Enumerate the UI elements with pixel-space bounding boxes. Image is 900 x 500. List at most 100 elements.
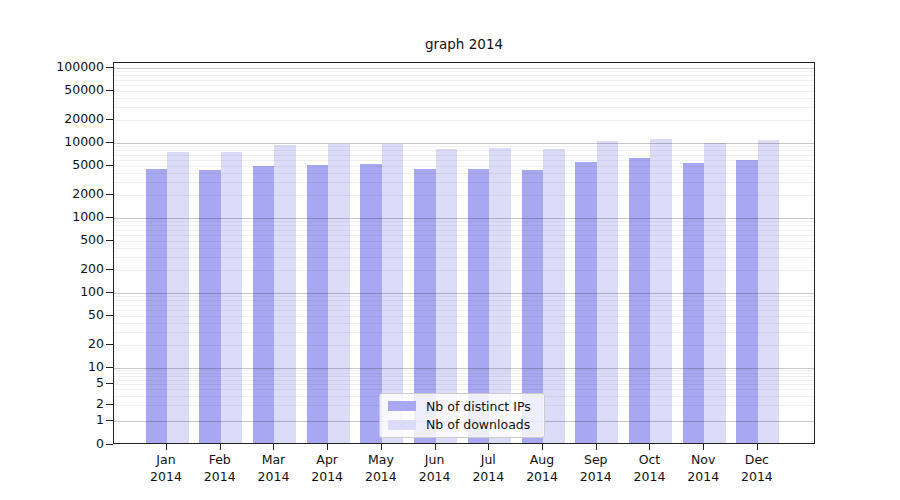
gridline-minor bbox=[114, 71, 814, 72]
y-tick-label: 500 bbox=[30, 233, 104, 247]
gridline-minor bbox=[114, 305, 814, 306]
y-tick-label: 0 bbox=[30, 437, 104, 451]
gridline-minor bbox=[114, 225, 814, 226]
y-tick-mark bbox=[106, 292, 113, 293]
y-tick-mark bbox=[106, 404, 113, 405]
x-tick-mark bbox=[596, 444, 597, 450]
y-tick-label: 50 bbox=[30, 308, 104, 322]
y-tick-label: 50000 bbox=[30, 83, 104, 97]
bar-distinct-ips-dec bbox=[736, 160, 758, 443]
legend-swatch-downloads bbox=[388, 420, 416, 430]
x-tick-mark bbox=[381, 444, 382, 450]
gridline-minor bbox=[114, 316, 814, 317]
gridline-minor bbox=[114, 300, 814, 301]
legend-label-downloads: Nb of downloads bbox=[426, 417, 530, 432]
figure: graph 2014 10000050000200001000050002000… bbox=[0, 0, 900, 500]
y-tick-label: 200 bbox=[30, 262, 104, 276]
y-tick-mark bbox=[106, 315, 113, 316]
gridline-minor bbox=[114, 323, 814, 324]
gridline-minor bbox=[114, 107, 814, 108]
bar-distinct-ips-feb bbox=[199, 170, 221, 443]
y-tick-mark bbox=[106, 344, 113, 345]
gridline-minor bbox=[114, 345, 814, 346]
x-tick-mark bbox=[757, 444, 758, 450]
y-tick-mark bbox=[106, 217, 113, 218]
gridline-minor bbox=[114, 221, 814, 222]
y-tick-mark bbox=[106, 194, 113, 195]
y-tick-mark bbox=[106, 142, 113, 143]
gridline-minor bbox=[114, 380, 814, 381]
y-tick-label: 100 bbox=[30, 285, 104, 299]
gridline-major bbox=[114, 293, 814, 294]
gridline-minor bbox=[114, 182, 814, 183]
gridline-minor bbox=[114, 257, 814, 258]
gridline-minor bbox=[114, 120, 814, 121]
gridline-minor bbox=[114, 376, 814, 377]
gridline-major bbox=[114, 143, 814, 144]
y-tick-mark bbox=[106, 67, 113, 68]
legend-label-distinct-ips: Nb of distinct IPs bbox=[426, 399, 531, 414]
y-tick-label: 2 bbox=[30, 397, 104, 411]
gridline-minor bbox=[114, 384, 814, 385]
gridline-minor bbox=[114, 332, 814, 333]
y-tick-label: 1 bbox=[30, 413, 104, 427]
legend-item-distinct-ips: Nb of distinct IPs bbox=[388, 399, 536, 414]
y-tick-label: 20 bbox=[30, 337, 104, 351]
y-tick-mark bbox=[106, 444, 113, 445]
gridline-minor bbox=[114, 166, 814, 167]
gridline-minor bbox=[114, 98, 814, 99]
gridline-minor bbox=[114, 248, 814, 249]
y-tick-mark bbox=[106, 165, 113, 166]
gridline-minor bbox=[114, 146, 814, 147]
y-tick-mark bbox=[106, 119, 113, 120]
gridline-minor bbox=[114, 241, 814, 242]
x-tick-mark bbox=[327, 444, 328, 450]
chart-title: graph 2014 bbox=[113, 36, 815, 52]
bar-distinct-ips-jan bbox=[146, 169, 168, 443]
x-tick-mark bbox=[273, 444, 274, 450]
x-tick-mark bbox=[166, 444, 167, 450]
gridline-minor bbox=[114, 160, 814, 161]
gridline-major bbox=[114, 218, 814, 219]
gridline-minor bbox=[114, 389, 814, 390]
x-tick-mark bbox=[703, 444, 704, 450]
x-tick-mark bbox=[542, 444, 543, 450]
y-tick-label: 5000 bbox=[30, 158, 104, 172]
gridline-minor bbox=[114, 296, 814, 297]
y-tick-mark bbox=[106, 240, 113, 241]
gridline-minor bbox=[114, 155, 814, 156]
y-tick-label: 5 bbox=[30, 376, 104, 390]
x-tick-label-dec: Dec2014 bbox=[725, 451, 789, 485]
bar-downloads-sep bbox=[597, 141, 619, 443]
y-tick-label: 100000 bbox=[30, 60, 104, 74]
plot-area bbox=[113, 62, 815, 444]
gridline-major bbox=[114, 368, 814, 369]
gridline-minor bbox=[114, 85, 814, 86]
gridline-minor bbox=[114, 91, 814, 92]
gridline-minor bbox=[114, 310, 814, 311]
y-tick-mark bbox=[106, 269, 113, 270]
y-tick-label: 10000 bbox=[30, 135, 104, 149]
y-tick-mark bbox=[106, 90, 113, 91]
gridline-major bbox=[114, 68, 814, 69]
legend-item-downloads: Nb of downloads bbox=[388, 417, 536, 432]
gridline-minor bbox=[114, 195, 814, 196]
y-tick-mark bbox=[106, 367, 113, 368]
bar-downloads-oct bbox=[650, 139, 672, 444]
bar-downloads-dec bbox=[758, 140, 780, 443]
gridline-minor bbox=[114, 370, 814, 371]
y-tick-mark bbox=[106, 383, 113, 384]
x-tick-mark bbox=[220, 444, 221, 450]
gridline-minor bbox=[114, 270, 814, 271]
x-tick-mark bbox=[488, 444, 489, 450]
x-tick-mark bbox=[649, 444, 650, 450]
y-tick-label: 2000 bbox=[30, 187, 104, 201]
y-tick-mark bbox=[106, 420, 113, 421]
x-tick-mark bbox=[435, 444, 436, 450]
gridline-minor bbox=[114, 173, 814, 174]
gridline-minor bbox=[114, 75, 814, 76]
legend: Nb of distinct IPs Nb of downloads bbox=[379, 393, 545, 438]
gridline-minor bbox=[114, 150, 814, 151]
gridline-minor bbox=[114, 235, 814, 236]
bar-distinct-ips-sep bbox=[575, 162, 597, 443]
